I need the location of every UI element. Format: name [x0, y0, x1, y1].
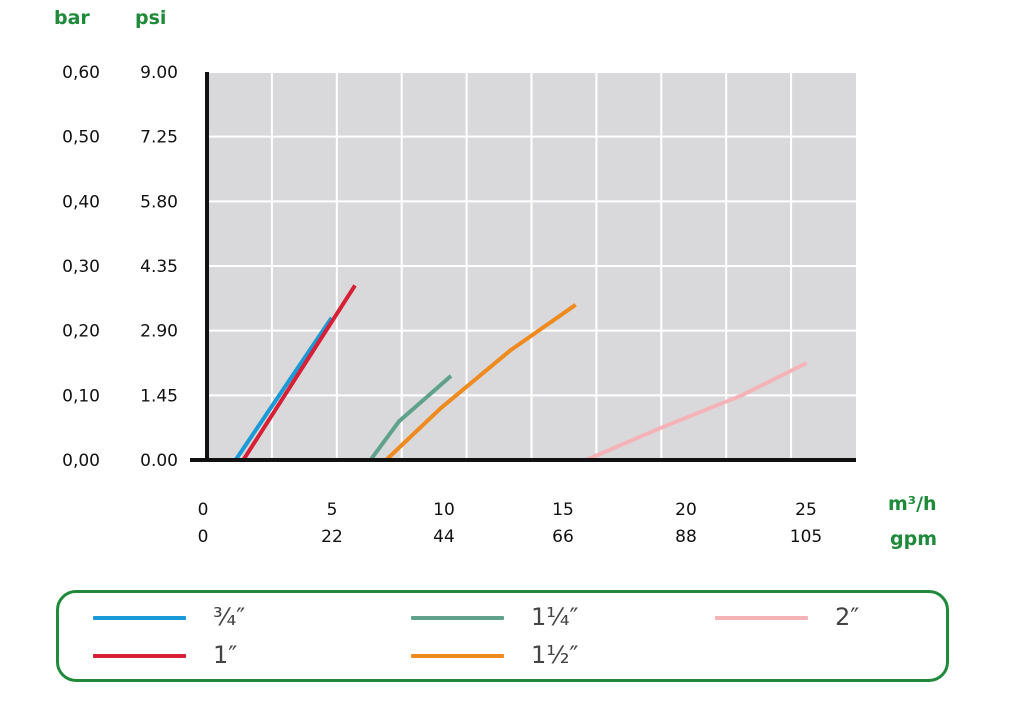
y-tick-label-psi: 7.25 — [140, 128, 178, 148]
x-tick-label-m3h: 15 — [552, 500, 574, 520]
legend-label: ³⁄₄″ — [213, 603, 246, 631]
x-tick-label-gpm: 22 — [321, 527, 343, 547]
legend-label: 1¹⁄₄″ — [531, 603, 579, 631]
x-tick-label-m3h: 10 — [433, 500, 455, 520]
x-tick-label-m3h: 25 — [795, 500, 817, 520]
legend-swatch — [93, 616, 186, 620]
series-line — [585, 361, 808, 462]
y-tick-label-psi: 2.90 — [140, 322, 178, 342]
legend-swatch — [411, 654, 504, 658]
y-tick-label-bar: 0,40 — [62, 192, 100, 212]
m3h-unit-label: m³/h — [888, 493, 937, 515]
y-tick-label-psi: 4.35 — [140, 257, 178, 277]
y-tick-label-bar: 0,30 — [62, 257, 100, 277]
legend-swatch — [93, 654, 186, 658]
y-tick-label-bar: 0,20 — [62, 322, 100, 342]
bar-unit-label: bar — [54, 7, 90, 29]
y-tick-label-bar: 0,50 — [62, 128, 100, 148]
y-tick-label-bar: 0,00 — [62, 451, 100, 471]
x-tick-label-gpm: 44 — [433, 527, 455, 547]
y-tick-label-psi: 0.00 — [140, 451, 178, 471]
y-tick-label-bar: 0,10 — [62, 386, 100, 406]
series-line — [384, 303, 577, 462]
series-line — [233, 316, 334, 462]
x-tick-label-m3h: 5 — [327, 500, 338, 520]
series-line — [241, 284, 357, 462]
x-tick-label-gpm: 66 — [552, 527, 574, 547]
y-tick-label-psi: 5.80 — [140, 192, 178, 212]
pressure-loss-chart: 0,00 0.00 0,10 1.45 0,20 2.90 0,30 4.35 0,40 5.80… — [62, 63, 856, 547]
x-tick-label-gpm: 88 — [675, 527, 697, 547]
legend-swatch — [715, 616, 808, 620]
psi-unit-label: psi — [135, 7, 167, 29]
legend: ³⁄₄″ 1″ 1¹⁄₄″ 1¹⁄₂″ 2″ — [56, 590, 949, 682]
legend-label: 2″ — [835, 603, 860, 631]
y-tick-label-psi: 9.00 — [140, 63, 178, 83]
series-line — [368, 374, 453, 462]
x-tick-label-m3h: 0 — [198, 500, 209, 520]
y-tick-label-psi: 1.45 — [140, 386, 178, 406]
x-tick-label-gpm: 105 — [790, 527, 822, 547]
legend-label: 1¹⁄₂″ — [531, 641, 579, 669]
legend-label: 1″ — [213, 641, 238, 669]
gpm-unit-label: gpm — [890, 528, 937, 550]
x-tick-label-m3h: 20 — [675, 500, 697, 520]
legend-swatch — [411, 616, 504, 620]
x-tick-label-gpm: 0 — [198, 527, 209, 547]
y-tick-label-bar: 0,60 — [62, 63, 100, 83]
